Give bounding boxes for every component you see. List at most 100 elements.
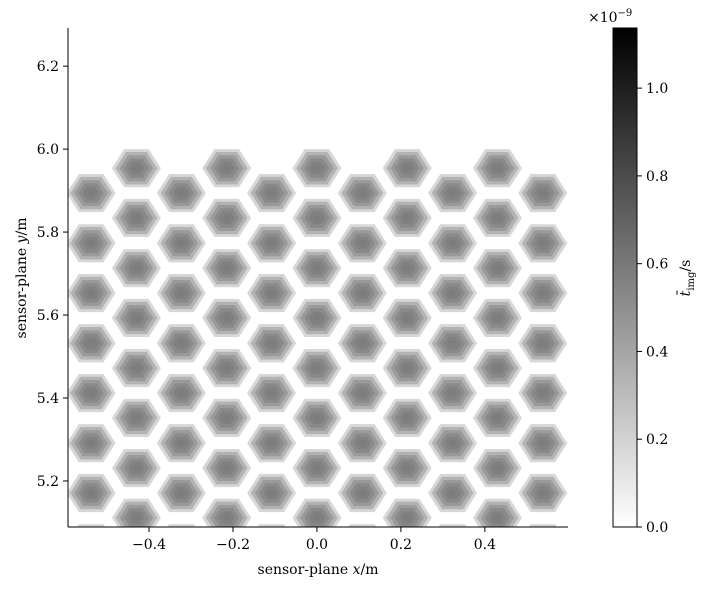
- hex-ring: [354, 537, 371, 550]
- hex-ring: [312, 464, 322, 472]
- hex-ring: [177, 340, 186, 347]
- hex-ring: [312, 214, 322, 222]
- hex-ring: [538, 189, 547, 197]
- colorbar: [612, 27, 638, 528]
- x-tick-label: −0.2: [216, 537, 250, 553]
- colorbar-tick-label: 0.0: [646, 520, 668, 536]
- x-tick-label: 0.0: [306, 537, 328, 553]
- hex-ring: [358, 439, 367, 447]
- hex-ring: [86, 389, 96, 397]
- hex-ring: [358, 189, 367, 197]
- hex-ring: [86, 439, 96, 447]
- hex-ring: [222, 264, 231, 272]
- hex-ring: [132, 414, 141, 422]
- hex-ring: [166, 523, 197, 527]
- y-tick-label: 6.2: [37, 59, 59, 75]
- hex-ring: [267, 439, 276, 447]
- hex-ring: [493, 364, 502, 372]
- colorbar-offset: ×10−9: [588, 8, 632, 26]
- hex-ring: [448, 540, 456, 546]
- hex-ring: [177, 540, 185, 546]
- hex-ring: [358, 540, 366, 546]
- hex-ring: [493, 414, 502, 422]
- hex-ring: [493, 264, 502, 272]
- hex-ring: [267, 489, 276, 497]
- hex-ring: [177, 289, 186, 297]
- hex-ring: [267, 289, 276, 297]
- hex-ring: [448, 189, 457, 197]
- hex-ring: [440, 533, 465, 552]
- hex-ring: [267, 189, 276, 197]
- hex-ring: [222, 414, 231, 422]
- hex-ring: [358, 240, 367, 247]
- hex-ring: [539, 540, 547, 546]
- hex-ring: [312, 264, 322, 272]
- colorbar-tick-label: 0.4: [646, 344, 668, 360]
- hex-ring: [437, 523, 468, 527]
- hex-map: [68, 148, 568, 556]
- hex-ring: [173, 537, 190, 550]
- hex-ring: [358, 340, 367, 347]
- hex-ring: [267, 389, 276, 397]
- hex-ring: [358, 489, 367, 497]
- colorbar-tick-label: 0.6: [646, 257, 668, 273]
- hex-ring: [403, 214, 412, 222]
- hex-ring: [538, 240, 547, 247]
- hex-ring: [403, 364, 412, 372]
- y-tick-label: 5.6: [37, 308, 59, 324]
- hex-ring: [312, 514, 322, 522]
- hex-ring: [132, 364, 141, 372]
- hex-ring: [442, 526, 464, 527]
- hex-ring: [403, 264, 412, 272]
- hex-ring: [267, 540, 275, 546]
- hex-ring: [448, 240, 457, 247]
- colorbar-tick-label: 0.8: [646, 169, 668, 185]
- hex-ring: [86, 189, 96, 197]
- hex-ring: [403, 314, 412, 322]
- cb-label-sub: img: [686, 271, 697, 291]
- hex-ring: [448, 340, 457, 347]
- y-label-text: sensor-plane: [14, 243, 30, 338]
- hex-ring: [358, 289, 367, 297]
- hex-ring: [86, 340, 96, 347]
- hex-ring: [255, 530, 288, 556]
- hex-ring: [448, 439, 457, 447]
- hex-ring: [312, 414, 322, 422]
- y-label-unit: /m: [14, 218, 30, 236]
- x-tick-label: 0.2: [390, 537, 412, 553]
- hex-ring: [132, 264, 141, 272]
- cb-label-unit: /s: [678, 260, 694, 272]
- hex-ring: [177, 189, 186, 197]
- hex-ring: [403, 164, 412, 172]
- cb-label-main: t̄: [676, 289, 694, 296]
- y-tick-label: 5.4: [37, 391, 59, 407]
- hex-ring: [86, 289, 96, 297]
- hex-ring: [132, 164, 141, 172]
- hex-ring: [538, 439, 547, 447]
- colorbar-label: t̄img/s: [676, 260, 697, 297]
- hex-ring: [403, 414, 412, 422]
- hex-ring: [312, 364, 322, 372]
- hex-ring: [358, 389, 367, 397]
- offset-exponent: −9: [618, 8, 633, 19]
- hex-ring: [177, 389, 186, 397]
- colorbar-tick-label: 0.2: [646, 432, 668, 448]
- hex-ring: [132, 514, 141, 522]
- hex-ring: [75, 523, 107, 527]
- hex-ring: [132, 464, 141, 472]
- hex-ring: [350, 533, 375, 552]
- hex-ring: [169, 533, 194, 552]
- hex-ring: [538, 489, 547, 497]
- hex-ring: [86, 240, 96, 247]
- offset-base: ×10: [588, 10, 618, 26]
- hex-ring: [403, 464, 412, 472]
- colorbar-tick-label: 1.0: [646, 81, 668, 97]
- hex-ring: [403, 514, 412, 522]
- hex-ring: [263, 537, 280, 550]
- hex-ring: [312, 314, 322, 322]
- hex-ring: [86, 489, 96, 497]
- hex-ring: [177, 240, 186, 247]
- hex-ring: [267, 340, 276, 347]
- hex-ring: [351, 526, 373, 527]
